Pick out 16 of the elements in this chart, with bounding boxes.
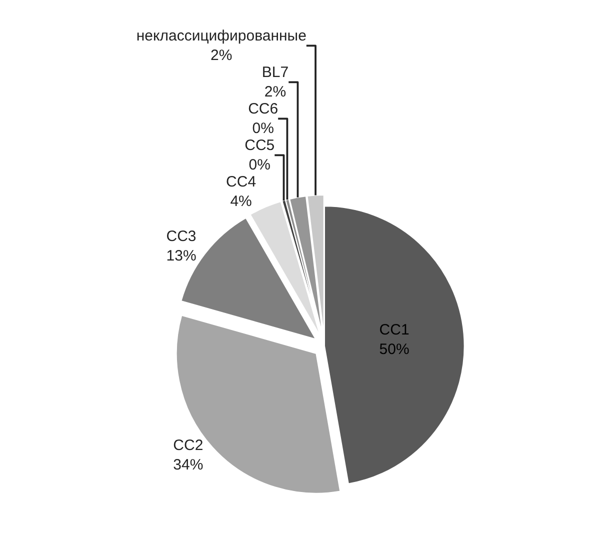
slice-label: BL7: [262, 64, 289, 81]
data-label: 13%: [166, 248, 196, 265]
data-label: 2%: [264, 83, 286, 100]
slice-label: неклассицифированные: [136, 27, 306, 44]
slice-label: CC2: [173, 437, 204, 454]
data-label: 2%: [210, 46, 232, 64]
data-label: 50%: [379, 341, 410, 358]
data-label: 4%: [230, 192, 252, 210]
data-label: 0%: [248, 156, 270, 174]
slice-label: CC4: [226, 173, 256, 190]
slice-label: CC6: [248, 100, 278, 118]
slice-label: CC1: [379, 322, 410, 339]
data-label: 0%: [252, 120, 274, 137]
data-label: 34%: [173, 456, 204, 474]
slice-label: CC5: [244, 136, 275, 154]
slice-label: CC3: [166, 228, 196, 246]
